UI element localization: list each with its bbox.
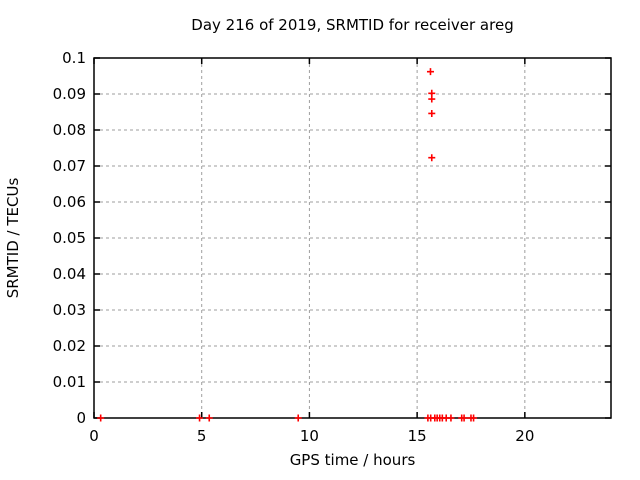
x-tick-label: 15 [408,427,427,445]
y-tick-label: 0.05 [53,229,86,247]
data-point-marker [428,154,436,162]
x-tick-label: 10 [300,427,319,445]
x-axis-label: GPS time / hours [289,451,416,469]
x-tick-label: 0 [89,427,99,445]
y-tick-label: 0.1 [62,49,86,67]
data-point-marker [294,414,302,422]
data-point-marker [428,95,436,103]
y-tick-label: 0.01 [53,373,86,391]
data-point-marker [428,109,436,117]
y-tick-label: 0.04 [53,265,86,283]
data-point-marker [205,414,213,422]
y-tick-label: 0 [76,409,86,427]
data-point-marker [460,414,468,422]
y-tick-label: 0.02 [53,337,86,355]
y-tick-label: 0.07 [53,157,86,175]
x-tick-label: 20 [515,427,534,445]
chart-title: Day 216 of 2019, SRMTID for receiver are… [191,16,514,34]
y-tick-label: 0.09 [53,85,86,103]
data-point-marker [196,414,204,422]
data-point-marker [426,68,434,76]
y-tick-label: 0.03 [53,301,86,319]
data-point-marker [97,414,105,422]
data-point-marker [470,414,478,422]
data-point-marker [447,414,455,422]
x-tick-label: 5 [197,427,207,445]
y-tick-label: 0.08 [53,121,86,139]
y-tick-label: 0.06 [53,193,86,211]
